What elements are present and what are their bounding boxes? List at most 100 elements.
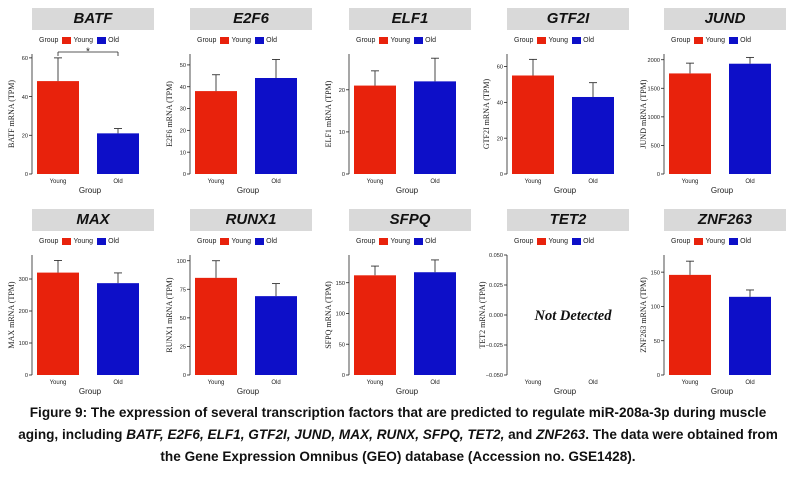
chart-panel-sfpq: SFPQ Group Young Old 0 50 100 150 SFPQ mRNA (TPM…: [317, 209, 475, 404]
y-tick-label: 20: [22, 133, 28, 139]
bar-old: [97, 283, 139, 375]
y-tick-label: 75: [180, 287, 186, 293]
legend-swatch-young: [379, 37, 389, 44]
panel-title: ELF1: [349, 8, 471, 30]
legend-label-old: Old: [583, 238, 594, 245]
x-axis-label: Group: [396, 387, 419, 396]
legend-title: Group: [197, 37, 217, 44]
bar-young: [669, 274, 711, 375]
y-axis-label: ZNF263 mRNA (TPM): [639, 277, 648, 353]
chart-svg: 0 25 50 75 100 RUNX1 mRNA (TPM) Young Old Group: [165, 255, 297, 396]
x-axis-label: Group: [711, 387, 734, 396]
bar-young: [37, 272, 79, 375]
chart-panel-batf: BATF Group Young Old 0 20 40 60 BATF mRNA (TPM) Y…: [0, 8, 158, 203]
legend-swatch-old: [572, 238, 582, 245]
x-axis-label: Group: [79, 186, 102, 195]
legend-swatch-old: [729, 238, 739, 245]
legend-swatch-old: [414, 238, 424, 245]
y-tick-label: 150: [336, 281, 345, 287]
y-tick-label: −0.025: [486, 343, 503, 349]
bar-young: [354, 85, 396, 174]
bar-old: [255, 296, 297, 375]
not-detected-annotation: Not Detected: [534, 308, 613, 324]
bar-young: [195, 277, 237, 375]
legend-label-old: Old: [266, 238, 277, 245]
legend-label-young: Young: [548, 238, 569, 245]
legend-label-young: Young: [73, 37, 94, 44]
caption-lead: Figure 9: The expression of several tran…: [18, 405, 767, 442]
x-axis-label: Group: [396, 186, 419, 195]
legend-swatch-young: [62, 37, 72, 44]
x-tick-label-old: Old: [271, 179, 280, 185]
y-axis-label: ELF1 mRNA (TPM): [324, 80, 333, 147]
legend: Group Young Old: [632, 238, 790, 248]
legend: Group Young Old: [0, 37, 158, 47]
figure-grid: BATF Group Young Old 0 20 40 60 BATF mRNA (TPM) Y…: [0, 8, 786, 396]
y-tick-label: 25: [180, 345, 186, 351]
caption-gene-list: BATF, E2F6, ELF1, GTF2I, JUND, MAX, RUNX…: [126, 427, 505, 442]
x-tick-label-old: Old: [745, 380, 754, 386]
y-tick-label: 1000: [648, 115, 660, 121]
bar-old: [572, 96, 614, 174]
y-tick-label: 2000: [648, 58, 660, 64]
significance-star: *: [86, 47, 90, 58]
legend: Group Young Old: [317, 37, 475, 47]
chart-svg: −0.050 −0.025 0.000 0.025 0.050 TET2 mRNA (TP…: [478, 253, 613, 396]
x-tick-label-old: Old: [588, 380, 597, 386]
legend-swatch-old: [414, 37, 424, 44]
y-tick-label: 0: [183, 373, 186, 379]
x-tick-label-young: Young: [682, 380, 699, 386]
y-tick-label: 50: [339, 342, 345, 348]
legend-title: Group: [671, 238, 691, 245]
legend-title: Group: [39, 238, 59, 245]
x-tick-label-old: Old: [430, 179, 439, 185]
y-tick-label: 10: [339, 130, 345, 136]
legend-label-old: Old: [266, 37, 277, 44]
y-tick-label: 100: [19, 341, 28, 347]
y-tick-label: 40: [22, 95, 28, 101]
y-tick-label: 30: [180, 107, 186, 113]
y-tick-label: 0: [500, 172, 503, 178]
y-tick-label: 0: [342, 373, 345, 379]
x-tick-label-old: Old: [588, 179, 597, 185]
chart-svg: 0 20 40 60 BATF mRNA (TPM) Young Old Group *: [7, 47, 139, 195]
legend-label-old: Old: [108, 37, 119, 44]
x-tick-label-old: Old: [271, 380, 280, 386]
bar-old: [414, 81, 456, 174]
panel-title: BATF: [32, 8, 154, 30]
chart-panel-znf263: ZNF263 Group Young Old 0 50 100 150 ZNF263 mRNA …: [632, 209, 790, 404]
legend: Group Young Old: [158, 37, 316, 47]
legend-title: Group: [39, 37, 59, 44]
legend-swatch-old: [729, 37, 739, 44]
y-axis-label: GTF2I mRNA (TPM): [482, 79, 491, 150]
x-tick-label-young: Young: [525, 380, 542, 386]
y-axis-label: MAX mRNA (TPM): [7, 281, 16, 348]
legend-label-young: Young: [231, 238, 252, 245]
y-axis-label: SFPQ mRNA (TPM): [324, 281, 333, 349]
y-axis-label: JUND mRNA (TPM): [639, 79, 648, 148]
x-tick-label-young: Young: [367, 179, 384, 185]
y-tick-label: 0.000: [489, 313, 503, 319]
chart-panel-gtf2i: GTF2I Group Young Old 0 20 40 60 GTF2I mRNA (TPM…: [475, 8, 633, 203]
y-tick-label: 200: [19, 309, 28, 315]
x-tick-label-young: Young: [50, 179, 67, 185]
bar-young: [37, 81, 79, 174]
legend-title: Group: [356, 238, 376, 245]
x-tick-label-young: Young: [50, 380, 67, 386]
bar-young: [354, 275, 396, 375]
y-tick-label: 0: [657, 373, 660, 379]
bar-old: [97, 133, 139, 174]
legend-swatch-young: [220, 238, 230, 245]
y-tick-label: 0: [25, 373, 28, 379]
panel-title: ZNF263: [664, 209, 786, 231]
x-axis-label: Group: [237, 186, 260, 195]
legend-swatch-young: [62, 238, 72, 245]
legend: Group Young Old: [0, 238, 158, 248]
y-axis-label: TET2 mRNA (TPM): [478, 281, 487, 348]
chart-panel-e2f6: E2F6 Group Young Old 0 10 20 30 40 50 E2F6 mRNA (T…: [158, 8, 316, 203]
x-tick-label-young: Young: [367, 380, 384, 386]
chart-svg: 0 500 1000 1500 2000 JUND mRNA (TPM) Young Old G…: [639, 54, 771, 195]
x-tick-label-young: Young: [682, 179, 699, 185]
